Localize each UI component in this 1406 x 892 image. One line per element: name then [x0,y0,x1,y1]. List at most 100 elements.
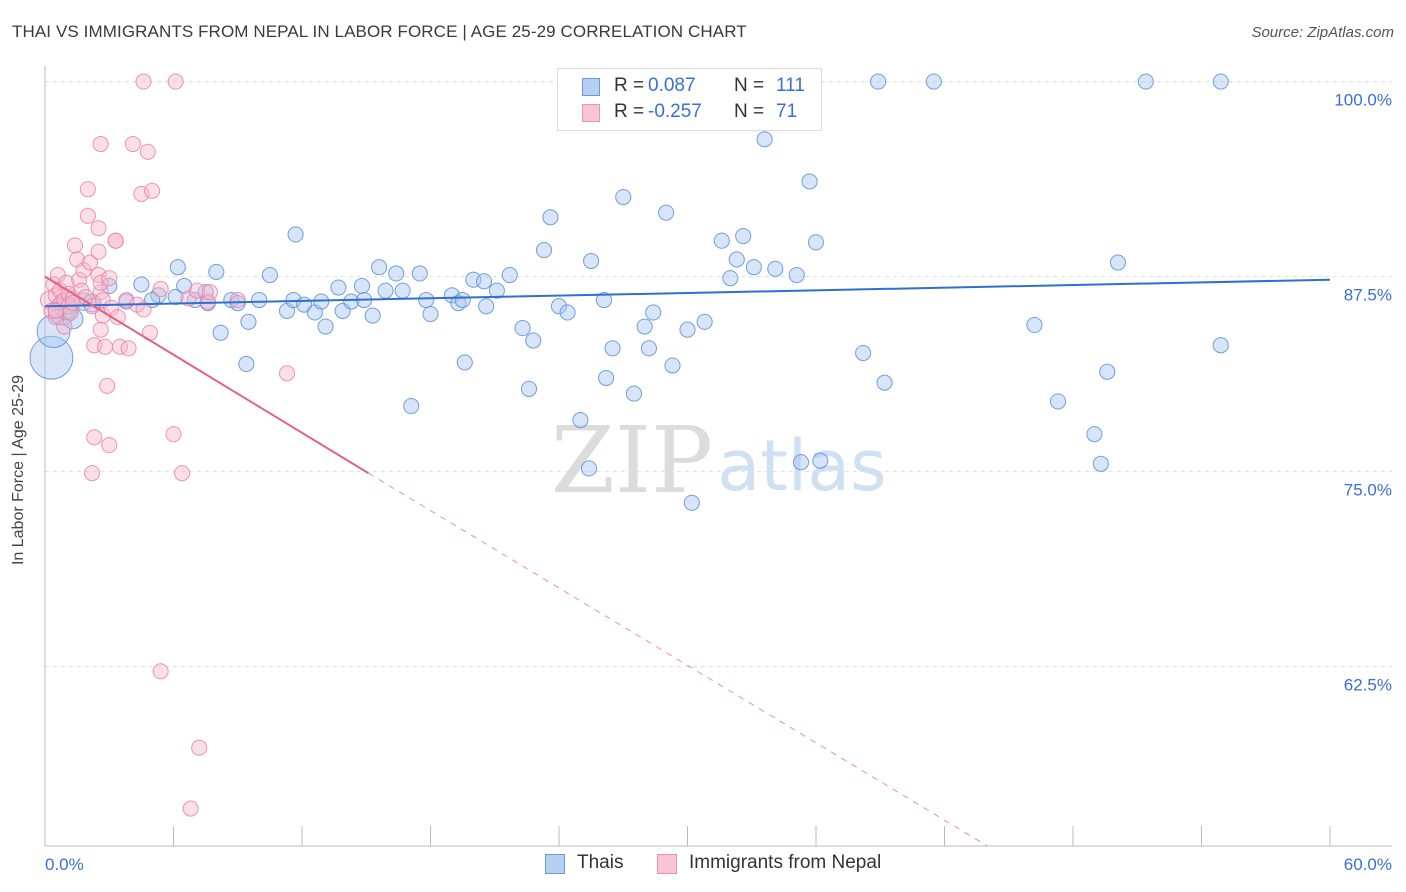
thais-point [595,291,613,309]
thais-point [767,260,784,277]
y-tick-label: 62.5% [1344,676,1392,695]
thais-point [317,318,334,335]
thais-point [454,291,471,309]
thais-point [683,494,700,511]
thais-point [535,242,553,259]
thais-point [364,307,381,324]
thais-point [169,259,186,276]
thais-point [212,324,229,341]
nepal-point [152,281,169,298]
thais-point [394,282,411,299]
thais-point [478,298,495,315]
nepal-point [199,293,216,310]
thais-point [1109,254,1127,271]
thais-point [696,313,713,330]
nepal-point [99,377,116,394]
thais-point [580,460,598,477]
legend-r-value: -0.257 [648,101,702,122]
nepal-point [188,282,206,299]
legend-n-label: N = [734,75,765,96]
thais-point [855,344,872,362]
legend-n-label: N = [734,101,765,122]
nepal-point [64,295,81,312]
nepal-point [56,318,73,335]
nepal-point [101,270,118,287]
thais-point [604,340,621,357]
thais-point [640,340,658,357]
thais-point [251,291,268,309]
thais-point [550,298,568,315]
thais-point [411,265,428,282]
chart-title: THAI VS IMMIGRANTS FROM NEPAL IN LABOR F… [12,22,747,41]
thais-point [625,385,643,402]
thais-point [559,304,576,321]
nepal-point [120,340,137,357]
thais-point [645,304,662,321]
thais-point [29,335,74,380]
thais-point [788,266,805,284]
thais-point [615,188,632,206]
nepal-swatch [582,104,600,122]
thais-point [1092,455,1109,472]
nepal-point [66,237,84,254]
watermark-zip: ZIP [551,407,713,514]
y-tick-label: 87.5% [1344,286,1392,305]
nepal-point [79,181,96,198]
thais-point [756,131,773,148]
thais-point [403,398,420,415]
thais-point [876,374,893,391]
thais-point [598,369,615,387]
thais-point [133,276,150,293]
thais-point [1026,316,1043,334]
thais-point [514,320,531,337]
thais-point [240,313,257,330]
nepal-trend-extension [368,472,988,847]
thais-point [330,279,347,296]
nepal-point [86,429,103,446]
nepal-point [133,185,150,202]
thais-point [812,452,829,469]
thais-point [925,73,942,90]
nepal-point [60,285,77,302]
thais-point [418,291,435,309]
thais-point [450,295,467,312]
nepal-point [124,135,141,153]
thais-point [1049,393,1067,410]
thais-point [679,321,696,338]
nepal-point [79,207,96,224]
thais-point [636,318,653,335]
x-tick-label-max: 60.0% [1344,855,1392,874]
thais-point [1086,426,1103,443]
x-tick-label-min: 0.0% [45,855,84,874]
thais-point [388,265,405,282]
thais-point [238,355,255,373]
thais-point [261,266,278,284]
y-tick-label: 100.0% [1334,91,1392,110]
thais-point [870,73,887,90]
nepal-point [191,739,208,756]
thais-point [422,305,439,323]
nepal-point [201,284,218,301]
legend-label-nepal: Immigrants from Nepal [689,852,882,873]
thais-point [745,259,762,276]
thais-point [664,357,681,374]
nepal-point [92,321,109,338]
thais-point [208,263,225,280]
nepal-point [165,426,182,443]
nepal-point [182,800,199,817]
thais-point [722,270,739,287]
y-axis-label: In Labor Force | Age 25-29 [10,374,27,566]
thais-point [1212,337,1229,354]
nepal-point [278,365,296,382]
nepal-point [144,182,161,199]
thais-point [475,273,493,290]
thais-point [801,173,818,190]
nepal-point [139,143,156,160]
legend-label-thais: Thais [577,852,624,873]
legend-r-label: R = [614,101,645,122]
thais-point [1137,73,1154,90]
thais-point [1212,73,1229,90]
watermark: ZIP atlas [551,407,887,514]
nepal-point [229,291,246,309]
